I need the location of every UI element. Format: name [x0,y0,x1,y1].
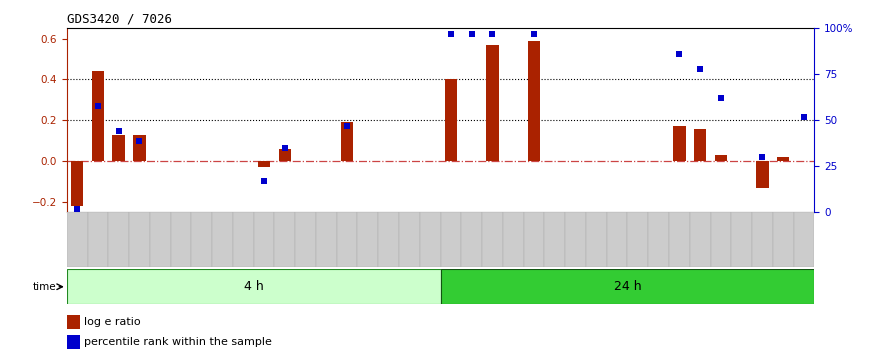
Bar [171,212,191,267]
Bar [358,212,378,267]
Bar [378,212,399,267]
Bar [67,335,80,348]
Bar [756,161,769,188]
Bar [794,212,814,267]
Bar [445,79,457,161]
Bar [87,212,109,267]
Bar [752,212,773,267]
Text: percentile rank within the sample: percentile rank within the sample [84,337,271,347]
Bar [71,161,84,206]
Bar [129,212,150,267]
Bar [191,212,212,267]
Bar [441,269,814,304]
Bar [258,161,271,167]
Bar [715,155,727,161]
Bar [486,45,498,161]
Bar [399,212,420,267]
Bar [732,212,752,267]
Bar [274,212,295,267]
Bar [710,212,732,267]
Bar [134,135,146,161]
Bar [67,212,87,267]
Bar [669,212,690,267]
Bar [295,212,316,267]
Bar [233,212,254,267]
Bar [461,212,482,267]
Text: 24 h: 24 h [613,280,642,293]
Bar [341,122,353,161]
Bar [112,135,125,161]
Bar [441,212,461,267]
Bar [528,41,540,161]
Bar [67,315,80,329]
Bar [109,212,129,267]
Bar [279,149,291,161]
Bar [586,212,607,267]
Bar [690,212,710,267]
Bar [627,212,648,267]
Bar [503,212,523,267]
Bar [607,212,627,267]
Bar [648,212,669,267]
Bar [523,212,545,267]
Text: time: time [33,282,56,292]
Bar [694,129,707,161]
Bar [254,212,274,267]
Bar [336,212,358,267]
Bar [673,126,685,161]
Bar [777,157,789,161]
Bar [482,212,503,267]
Bar [150,212,171,267]
Text: log e ratio: log e ratio [84,318,141,327]
Bar [420,212,441,267]
Bar [92,71,104,161]
Bar [773,212,794,267]
Text: 4 h: 4 h [244,280,263,293]
Bar [316,212,336,267]
Text: GDS3420 / 7026: GDS3420 / 7026 [67,13,172,26]
Bar [212,212,233,267]
Bar [67,269,441,304]
Bar [545,212,565,267]
Bar [565,212,586,267]
